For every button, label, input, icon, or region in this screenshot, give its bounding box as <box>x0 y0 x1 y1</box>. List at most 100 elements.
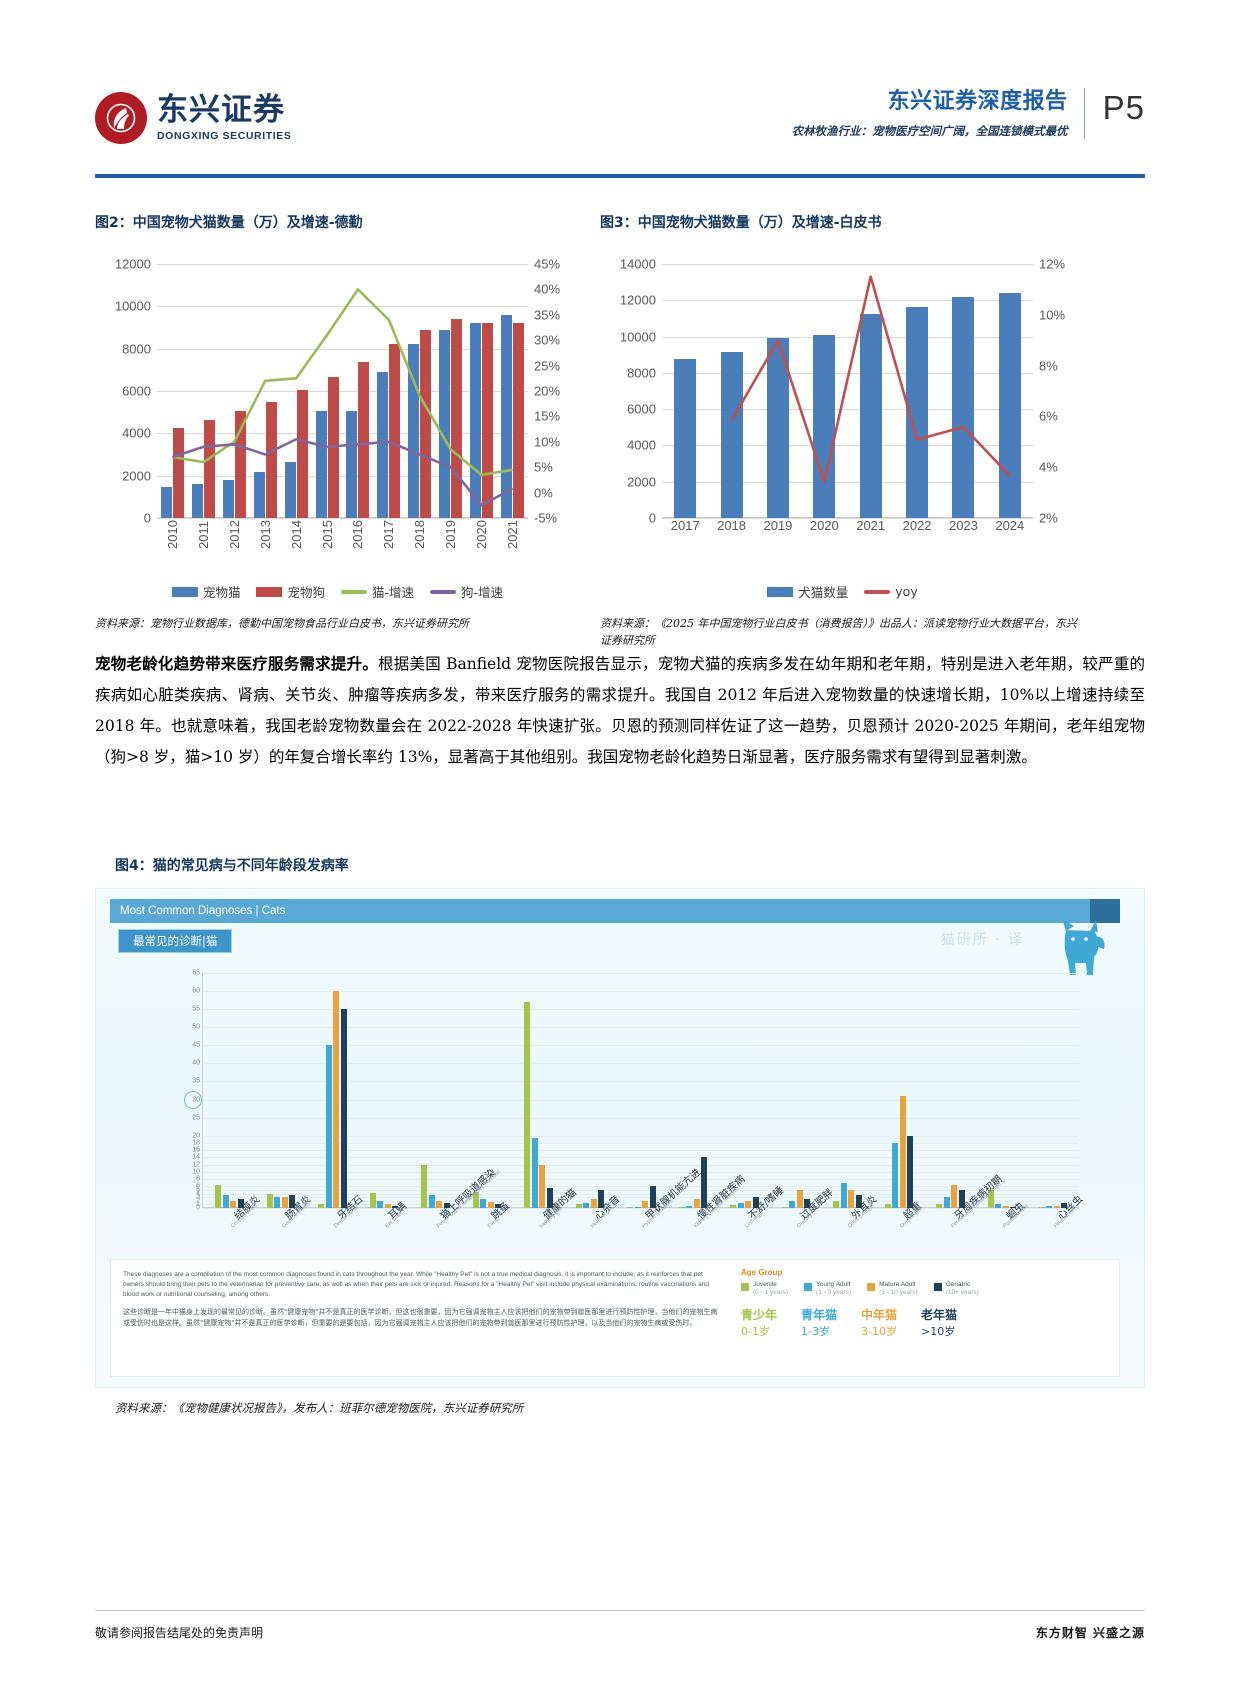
y-axis-tick: 8000 <box>627 365 656 381</box>
cat-illustration-icon <box>1062 919 1105 975</box>
bar <box>943 1197 950 1208</box>
bar <box>281 1197 288 1208</box>
legend-line-swatch <box>430 589 457 594</box>
y-axis-tick: 65 <box>192 969 200 977</box>
y-axis-tick: 25 <box>192 1114 200 1122</box>
bar <box>833 1200 840 1208</box>
bar <box>266 1193 273 1208</box>
gridline <box>204 1208 1079 1209</box>
y-axis-tick: 2000 <box>122 468 151 484</box>
y-axis-tick: 10 <box>192 1168 200 1176</box>
bar <box>172 427 184 518</box>
figure-3: 图3：中国宠物犬猫数量（万）及增速-白皮书 0 2000 4000 6000 8000 1… <box>600 212 1085 649</box>
y2-axis-tick: 10% <box>534 434 561 450</box>
gridline <box>662 481 1033 483</box>
header-divider <box>95 174 1145 178</box>
bar <box>384 1204 391 1208</box>
bar <box>436 1200 443 1208</box>
bar <box>855 1195 862 1208</box>
bar <box>590 1198 597 1208</box>
x-axis-tick: 2018 <box>717 518 747 533</box>
bar-group <box>307 973 358 1208</box>
figure-2-caption: 图2：中国宠物犬猫数量（万）及增速-德勤 <box>95 215 363 231</box>
y2-axis-tick: -5% <box>534 510 558 526</box>
figure-3-caption: 图3：中国宠物犬猫数量（万）及增速-白皮书 <box>600 215 882 231</box>
legend-color-swatch <box>767 586 794 597</box>
bar <box>253 472 265 518</box>
bar <box>598 1189 605 1208</box>
bar-series <box>157 264 528 518</box>
x-axis-tick: 2021 <box>856 518 886 533</box>
legend-label: 宠物猫 <box>202 585 241 600</box>
age-legend-range: (3 - 10 years) <box>879 1289 918 1297</box>
x-axis-tick-en: Fleas <box>487 1215 502 1230</box>
bar-group <box>358 973 409 1208</box>
y-axis-tick: 5 <box>196 1186 200 1194</box>
figure-4-footnote: These diagnoses are a compilation of the… <box>111 1260 731 1376</box>
legend-item: 犬猫数量 <box>767 582 848 601</box>
x-axis-tick: 2021 <box>505 520 521 550</box>
bar-group <box>616 973 667 1208</box>
y2-axis-tick: 40% <box>534 281 561 297</box>
bar <box>439 329 451 518</box>
gridline <box>204 1204 1079 1206</box>
age-color-swatch <box>741 1283 749 1291</box>
y-axis-tick: 12000 <box>114 256 151 272</box>
y2-axis-tick: 20% <box>534 383 561 399</box>
y-axis-tick: 10000 <box>619 329 656 345</box>
gridline <box>157 518 528 519</box>
bar <box>1038 1206 1045 1208</box>
line-series-overlay <box>172 288 514 507</box>
y2-axis-tick: 6% <box>1039 408 1058 424</box>
y-axis-tick: 0 <box>143 510 151 526</box>
x-axis-tick-slot: 2022 <box>894 518 940 552</box>
x-axis-tick: 2020 <box>809 518 839 533</box>
bar-group <box>219 264 250 518</box>
line-series-overlay <box>730 275 1011 484</box>
y-axis-tick: 6000 <box>122 383 151 399</box>
bar-group <box>662 264 708 518</box>
gridline <box>662 300 1033 302</box>
bar-group <box>435 264 466 518</box>
bar <box>318 1204 325 1208</box>
charts-row: 图2：中国宠物犬猫数量（万）及增速-德勤 0 2000 4000 6000 8000 10… <box>95 212 1145 649</box>
bar <box>951 1184 958 1208</box>
y-axis-tick: 0 <box>196 1204 200 1212</box>
bar <box>848 1189 855 1208</box>
gridline <box>204 1081 1079 1083</box>
bar <box>906 306 929 518</box>
gridline <box>157 475 528 477</box>
bar <box>674 359 697 518</box>
legend-item: 猫-增速 <box>341 582 414 601</box>
header-right: 东兴证券深度报告 农林牧渔行业：宠物医疗空间广阔，全国连锁模式最优 P5 <box>792 88 1145 139</box>
y-axis-tick: 14000 <box>619 256 656 272</box>
gridline <box>204 1189 1079 1191</box>
x-axis-tick-slot: 2017 <box>373 518 404 552</box>
bar <box>333 991 340 1208</box>
paragraph-text: 根据美国 Banfield 宠物医院报告显示，宠物犬猫的疾病多发在幼年期和老年期… <box>95 655 1145 766</box>
x-axis-tick-slot: 2010 <box>157 518 188 552</box>
bar <box>634 1206 641 1208</box>
y2-axis-tick: 8% <box>1039 358 1058 374</box>
bar <box>482 323 494 518</box>
footer-slogan: 东方财智 兴盛之源 <box>1035 1626 1145 1640</box>
bar <box>737 1202 744 1208</box>
bar <box>160 487 172 518</box>
footer-divider <box>95 1610 1145 1611</box>
legend-label: 猫-增速 <box>372 585 415 600</box>
figure-4-footer: These diagnoses are a compilation of the… <box>110 1259 1120 1377</box>
x-axis-tick-slot: 2011 <box>188 518 219 552</box>
page-header: 东兴证券 DONGXING SECURITIES 东兴证券深度报告 农林牧渔行业… <box>95 88 1145 168</box>
body-paragraph: 宠物老龄化趋势带来医疗服务需求提升。根据美国 Banfield 宠物医院报告显示… <box>95 648 1145 773</box>
bar <box>884 1204 891 1208</box>
x-axis-tick-slot: 2018 <box>404 518 435 552</box>
figure-2-chart: 0 2000 4000 6000 8000 10000 12000 -5% 0% 5% 10% 15%… <box>95 250 580 580</box>
figure-3-legend: 犬猫数量 yoy <box>600 582 1085 601</box>
gridline <box>204 1063 1079 1065</box>
report-subtitle: 农林牧渔行业：宠物医疗空间广阔，全国连锁模式最优 <box>791 123 1068 138</box>
legend-item: 宠物狗 <box>256 582 325 601</box>
y2-axis-tick: 15% <box>534 408 561 424</box>
bar <box>265 401 277 518</box>
gridline <box>157 433 528 435</box>
gridline <box>204 1179 1079 1181</box>
